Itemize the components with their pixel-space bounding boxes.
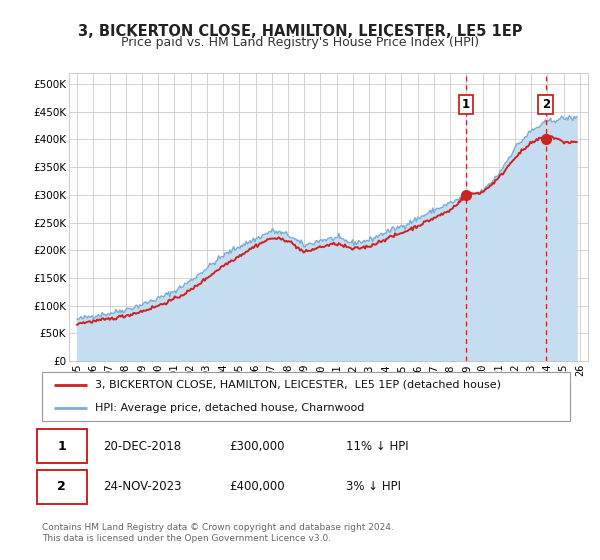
Text: 20-DEC-2018: 20-DEC-2018 [103,440,181,453]
Text: 2: 2 [542,98,550,111]
Text: Contains HM Land Registry data © Crown copyright and database right 2024.: Contains HM Land Registry data © Crown c… [42,523,394,532]
Text: 3, BICKERTON CLOSE, HAMILTON, LEICESTER, LE5 1EP: 3, BICKERTON CLOSE, HAMILTON, LEICESTER,… [78,24,522,39]
Text: £300,000: £300,000 [229,440,285,453]
Text: £400,000: £400,000 [229,480,285,493]
Text: 24-NOV-2023: 24-NOV-2023 [103,480,181,493]
Text: 1: 1 [462,98,470,111]
FancyBboxPatch shape [42,372,570,421]
Text: 1: 1 [58,440,66,453]
Text: 2: 2 [58,480,66,493]
Text: 3, BICKERTON CLOSE, HAMILTON, LEICESTER,  LE5 1EP (detached house): 3, BICKERTON CLOSE, HAMILTON, LEICESTER,… [95,380,501,390]
Text: 3% ↓ HPI: 3% ↓ HPI [346,480,401,493]
Text: This data is licensed under the Open Government Licence v3.0.: This data is licensed under the Open Gov… [42,534,331,543]
FancyBboxPatch shape [37,470,87,504]
FancyBboxPatch shape [37,429,87,463]
Text: HPI: Average price, detached house, Charnwood: HPI: Average price, detached house, Char… [95,403,364,413]
Text: 11% ↓ HPI: 11% ↓ HPI [346,440,408,453]
Text: Price paid vs. HM Land Registry's House Price Index (HPI): Price paid vs. HM Land Registry's House … [121,36,479,49]
